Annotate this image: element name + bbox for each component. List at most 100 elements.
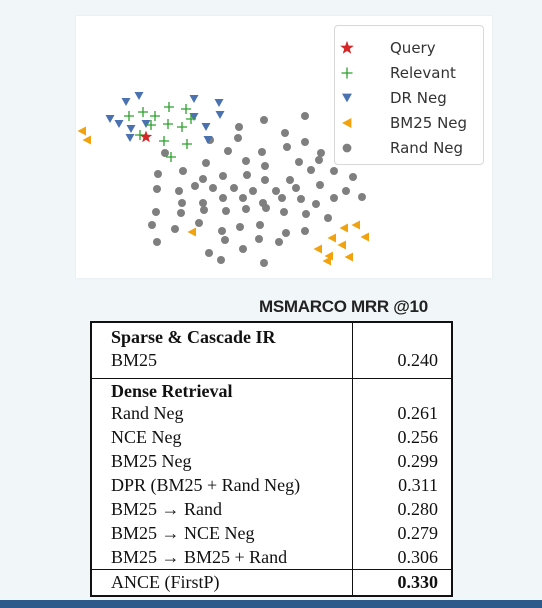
legend-label-rand-neg: Rand Neg bbox=[390, 139, 464, 157]
legend-glyph-triangle-down bbox=[342, 93, 352, 103]
rand-neg-point-17 bbox=[154, 170, 162, 178]
dr-neg-point-3 bbox=[114, 120, 124, 128]
rand-neg-point-30 bbox=[209, 184, 217, 192]
rand-neg-point-70 bbox=[221, 236, 229, 244]
rand-neg-point-7 bbox=[224, 147, 232, 155]
row-value-nce-neg: 0.256 bbox=[397, 427, 439, 447]
dr-neg-point-6 bbox=[125, 134, 135, 142]
rand-neg-point-51 bbox=[242, 205, 250, 213]
rand-neg-point-5 bbox=[281, 129, 289, 137]
relevant-point-0 bbox=[124, 111, 134, 121]
rand-neg-point-21 bbox=[243, 171, 251, 179]
relevant-point-2 bbox=[150, 111, 160, 121]
rand-neg-point-19 bbox=[199, 175, 207, 183]
rand-neg-point-67 bbox=[153, 238, 161, 246]
row-value-bm25-nce-neg: 0.279 bbox=[397, 523, 439, 543]
scatter-markers bbox=[77, 92, 369, 267]
row-value-bm25-rand: 0.280 bbox=[397, 499, 439, 519]
bm25-neg-point-10 bbox=[344, 252, 353, 262]
rand-neg-point-42 bbox=[278, 194, 286, 202]
bm25-neg-point-8 bbox=[313, 244, 322, 254]
rand-neg-point-55 bbox=[324, 214, 332, 222]
rand-neg-point-12 bbox=[202, 159, 210, 167]
rand-neg-point-35 bbox=[316, 181, 324, 189]
query-point bbox=[139, 130, 153, 143]
row-name-rand-neg: Rand Neg bbox=[111, 403, 184, 423]
legend-item-query: Query bbox=[335, 38, 483, 62]
legend-label-bm25-neg: BM25 Neg bbox=[390, 114, 468, 132]
rand-neg-point-46 bbox=[342, 187, 350, 195]
dr-neg-point-5 bbox=[141, 120, 151, 128]
rand-neg-point-18 bbox=[179, 167, 187, 175]
row-name-nce-neg: NCE Neg bbox=[111, 427, 182, 447]
rand-neg-point-6 bbox=[301, 138, 309, 146]
rand-neg-point-26 bbox=[349, 173, 357, 181]
rand-neg-point-10 bbox=[317, 149, 325, 157]
dr-neg-point-1 bbox=[134, 92, 144, 100]
table-bottom-border bbox=[90, 595, 453, 597]
bm25-neg-point-0 bbox=[77, 126, 86, 136]
red-star-icon bbox=[340, 40, 354, 54]
rand-neg-point-4 bbox=[234, 134, 242, 142]
rand-neg-point-25 bbox=[330, 167, 338, 175]
rand-neg-point-33 bbox=[272, 187, 280, 195]
dr-neg-point-7 bbox=[189, 95, 199, 103]
rand-neg-point-2 bbox=[301, 112, 309, 120]
relevant-point-1 bbox=[138, 107, 148, 117]
row-name-bm25-nce-neg: BM25 → NCE Neg bbox=[111, 523, 255, 543]
rand-neg-point-20 bbox=[219, 172, 227, 180]
plot-legend: Query Relevant DR Neg BM25 Neg Rand Neg bbox=[334, 25, 484, 165]
section-header-sparse: Sparse & Cascade IR bbox=[111, 327, 276, 347]
rand-neg-point-23 bbox=[286, 176, 294, 184]
slide-bottom-bar bbox=[0, 600, 542, 608]
legend-label-relevant: Relevant bbox=[390, 64, 456, 82]
legend-item-bm25-neg: BM25 Neg bbox=[335, 113, 483, 137]
relevant-point-6 bbox=[177, 122, 187, 132]
dr-neg-point-10 bbox=[201, 123, 211, 131]
table-caption: MSMARCO MRR @10 bbox=[259, 297, 428, 316]
legend-label-query: Query bbox=[390, 39, 436, 57]
relevant-point-12 bbox=[159, 136, 169, 146]
row-name-dpr: DPR (BM25 + Rand Neg) bbox=[111, 475, 301, 495]
row-name-bm25-bm25-rand: BM25 → BM25 + Rand bbox=[111, 547, 288, 567]
legend-glyph-plus bbox=[341, 67, 353, 79]
orange-triangle-left-icon bbox=[342, 118, 352, 128]
rand-neg-point-37 bbox=[178, 199, 186, 207]
legend-glyph-triangle-left bbox=[342, 118, 352, 128]
dr-neg-point-8 bbox=[214, 99, 224, 107]
legend-label-dr-neg: DR Neg bbox=[390, 89, 447, 107]
row-name-bm25-rand: BM25 → Rand bbox=[111, 499, 223, 519]
blue-triangle-down-icon bbox=[342, 93, 352, 103]
table-left-border bbox=[90, 321, 92, 597]
bm25-neg-point-1 bbox=[82, 135, 91, 145]
relevant-point-8 bbox=[146, 120, 156, 130]
rand-neg-point-13 bbox=[242, 157, 250, 165]
rand-neg-point-8 bbox=[258, 148, 266, 156]
row-name-bm25-neg: BM25 Neg bbox=[111, 451, 192, 471]
rand-neg-point-66 bbox=[205, 249, 213, 257]
legend-item-relevant: Relevant bbox=[335, 63, 483, 87]
bm25-neg-point-9 bbox=[322, 256, 331, 266]
green-plus-icon bbox=[341, 67, 353, 79]
rand-neg-point-59 bbox=[282, 229, 290, 237]
section-header-dense: Dense Retrieval bbox=[111, 381, 233, 401]
bm25-neg-point-4 bbox=[351, 220, 360, 230]
legend-item-dr-neg: DR Neg bbox=[335, 88, 483, 112]
bm25-neg-point-6 bbox=[337, 240, 346, 250]
rand-neg-point-53 bbox=[280, 208, 288, 216]
row-value-bm25-neg: 0.299 bbox=[397, 451, 439, 471]
rand-neg-point-1 bbox=[260, 116, 268, 124]
table-section-divider bbox=[90, 378, 453, 379]
row-value-ance-firstp: 0.330 bbox=[397, 572, 439, 592]
dr-neg-point-12 bbox=[215, 111, 225, 119]
rand-neg-point-65 bbox=[239, 245, 247, 253]
bm25-neg-point-11 bbox=[360, 232, 369, 242]
relevant-point-5 bbox=[163, 119, 173, 129]
dr-neg-point-9 bbox=[189, 113, 199, 121]
rand-neg-point-22 bbox=[261, 176, 269, 184]
relevant-point-7 bbox=[186, 114, 196, 124]
relevant-point-11 bbox=[166, 152, 176, 162]
rand-neg-point-60 bbox=[301, 227, 309, 235]
rand-neg-point-69 bbox=[260, 259, 268, 267]
legend-glyph-star bbox=[340, 40, 354, 54]
